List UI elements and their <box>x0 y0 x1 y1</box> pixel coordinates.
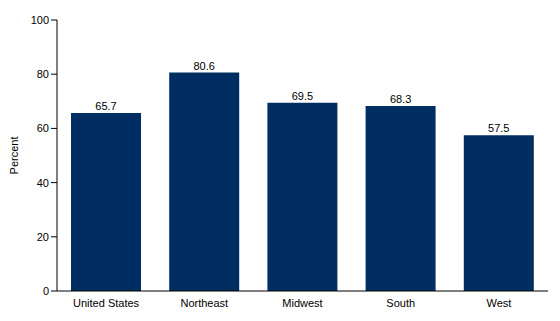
svg-text:80: 80 <box>37 68 49 80</box>
svg-text:68.3: 68.3 <box>390 93 411 105</box>
svg-text:100: 100 <box>31 14 49 26</box>
svg-text:40: 40 <box>37 177 49 189</box>
svg-text:Percent: Percent <box>8 137 20 175</box>
svg-text:West: West <box>486 297 511 309</box>
svg-text:65.7: 65.7 <box>95 100 116 112</box>
svg-text:Midwest: Midwest <box>282 297 322 309</box>
svg-text:United States: United States <box>73 297 140 309</box>
svg-text:Northeast: Northeast <box>180 297 228 309</box>
svg-text:0: 0 <box>43 285 49 297</box>
svg-text:69.5: 69.5 <box>292 90 313 102</box>
svg-text:57.5: 57.5 <box>488 122 509 134</box>
svg-text:20: 20 <box>37 231 49 243</box>
svg-text:80.6: 80.6 <box>193 60 214 72</box>
svg-text:60: 60 <box>37 122 49 134</box>
svg-text:South: South <box>386 297 415 309</box>
